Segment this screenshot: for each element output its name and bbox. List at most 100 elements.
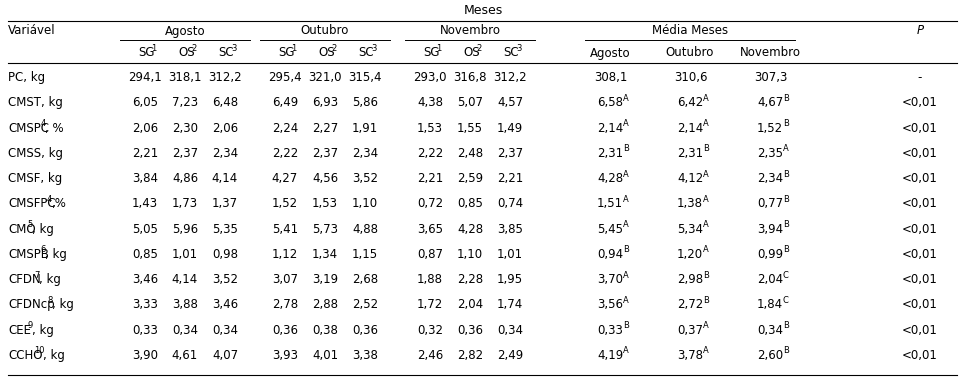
Text: 3,65: 3,65 <box>417 223 443 236</box>
Text: 318,1: 318,1 <box>168 71 202 84</box>
Text: 2,48: 2,48 <box>457 147 483 160</box>
Text: 0,36: 0,36 <box>457 324 483 337</box>
Text: 4,19: 4,19 <box>597 349 623 362</box>
Text: 3,38: 3,38 <box>352 349 378 362</box>
Text: 0,85: 0,85 <box>132 248 158 261</box>
Text: CMSF, kg: CMSF, kg <box>8 172 63 185</box>
Text: <0,01: <0,01 <box>902 122 938 135</box>
Text: 2,35: 2,35 <box>757 147 783 160</box>
Text: 5,41: 5,41 <box>272 223 298 236</box>
Text: SG: SG <box>279 46 295 59</box>
Text: 2,37: 2,37 <box>497 147 523 160</box>
Text: 1,53: 1,53 <box>312 197 338 210</box>
Text: 4,14: 4,14 <box>212 172 238 185</box>
Text: 2,30: 2,30 <box>172 122 198 135</box>
Text: A: A <box>623 271 629 280</box>
Text: Agosto: Agosto <box>590 46 630 59</box>
Text: 6,05: 6,05 <box>132 97 158 110</box>
Text: 1,10: 1,10 <box>457 248 483 261</box>
Text: CMSFPC: CMSFPC <box>8 197 56 210</box>
Text: 4,61: 4,61 <box>172 349 198 362</box>
Text: A: A <box>703 321 708 330</box>
Text: 5,35: 5,35 <box>212 223 238 236</box>
Text: OS: OS <box>179 46 195 59</box>
Text: CFDNcp: CFDNcp <box>8 298 55 311</box>
Text: B: B <box>703 271 709 280</box>
Text: Novembro: Novembro <box>739 46 801 59</box>
Text: 2,06: 2,06 <box>212 122 238 135</box>
Text: 4,27: 4,27 <box>272 172 298 185</box>
Text: 4: 4 <box>41 119 45 128</box>
Text: 4,57: 4,57 <box>497 97 523 110</box>
Text: A: A <box>623 119 629 128</box>
Text: 0,72: 0,72 <box>417 197 443 210</box>
Text: 0,87: 0,87 <box>417 248 443 261</box>
Text: <0,01: <0,01 <box>902 298 938 311</box>
Text: 1,10: 1,10 <box>352 197 378 210</box>
Text: 0,99: 0,99 <box>757 248 784 261</box>
Text: 9: 9 <box>27 321 33 330</box>
Text: 0,34: 0,34 <box>757 324 783 337</box>
Text: <0,01: <0,01 <box>902 197 938 210</box>
Text: A: A <box>703 170 708 178</box>
Text: 0,38: 0,38 <box>312 324 338 337</box>
Text: 0,98: 0,98 <box>212 248 238 261</box>
Text: 1,52: 1,52 <box>272 197 298 210</box>
Text: A: A <box>703 195 708 204</box>
Text: 5,05: 5,05 <box>132 223 158 236</box>
Text: 3,90: 3,90 <box>132 349 158 362</box>
Text: ,%: ,% <box>51 197 67 210</box>
Text: , kg: , kg <box>32 324 54 337</box>
Text: 6,42: 6,42 <box>677 97 703 110</box>
Text: , kg: , kg <box>45 248 67 261</box>
Text: 6,58: 6,58 <box>597 97 623 110</box>
Text: 2,60: 2,60 <box>757 349 784 362</box>
Text: 0,34: 0,34 <box>172 324 198 337</box>
Text: 3: 3 <box>372 44 377 53</box>
Text: B: B <box>703 144 709 153</box>
Text: 1,84: 1,84 <box>757 298 784 311</box>
Text: 2,37: 2,37 <box>172 147 198 160</box>
Text: 308,1: 308,1 <box>593 71 627 84</box>
Text: 6: 6 <box>41 246 46 254</box>
Text: 3,84: 3,84 <box>132 172 158 185</box>
Text: 3,52: 3,52 <box>352 172 378 185</box>
Text: 4,67: 4,67 <box>757 97 784 110</box>
Text: 3,78: 3,78 <box>677 349 703 362</box>
Text: <0,01: <0,01 <box>902 147 938 160</box>
Text: 4,86: 4,86 <box>172 172 198 185</box>
Text: , kg: , kg <box>51 298 73 311</box>
Text: 2: 2 <box>191 44 197 53</box>
Text: 2,21: 2,21 <box>497 172 523 185</box>
Text: 0,37: 0,37 <box>677 324 703 337</box>
Text: C: C <box>783 296 788 305</box>
Text: 1,51: 1,51 <box>597 197 623 210</box>
Text: 2,82: 2,82 <box>457 349 483 362</box>
Text: 2,78: 2,78 <box>272 298 298 311</box>
Text: Outubro: Outubro <box>666 46 714 59</box>
Text: <0,01: <0,01 <box>902 172 938 185</box>
Text: A: A <box>623 94 629 103</box>
Text: B: B <box>783 195 788 204</box>
Text: 1,72: 1,72 <box>417 298 443 311</box>
Text: CEE: CEE <box>8 324 31 337</box>
Text: A: A <box>623 220 629 229</box>
Text: 0,34: 0,34 <box>212 324 238 337</box>
Text: SC: SC <box>359 46 374 59</box>
Text: 5,34: 5,34 <box>677 223 703 236</box>
Text: 3,56: 3,56 <box>597 298 623 311</box>
Text: B: B <box>783 246 788 254</box>
Text: OS: OS <box>318 46 335 59</box>
Text: 2,22: 2,22 <box>417 147 443 160</box>
Text: 2,68: 2,68 <box>352 273 378 286</box>
Text: 1,74: 1,74 <box>497 298 523 311</box>
Text: 4,14: 4,14 <box>172 273 198 286</box>
Text: 295,4: 295,4 <box>268 71 302 84</box>
Text: 3: 3 <box>516 44 522 53</box>
Text: 2,37: 2,37 <box>312 147 338 160</box>
Text: 1: 1 <box>152 44 156 53</box>
Text: B: B <box>783 321 788 330</box>
Text: , kg: , kg <box>39 273 61 286</box>
Text: -: - <box>918 71 923 84</box>
Text: B: B <box>783 170 788 178</box>
